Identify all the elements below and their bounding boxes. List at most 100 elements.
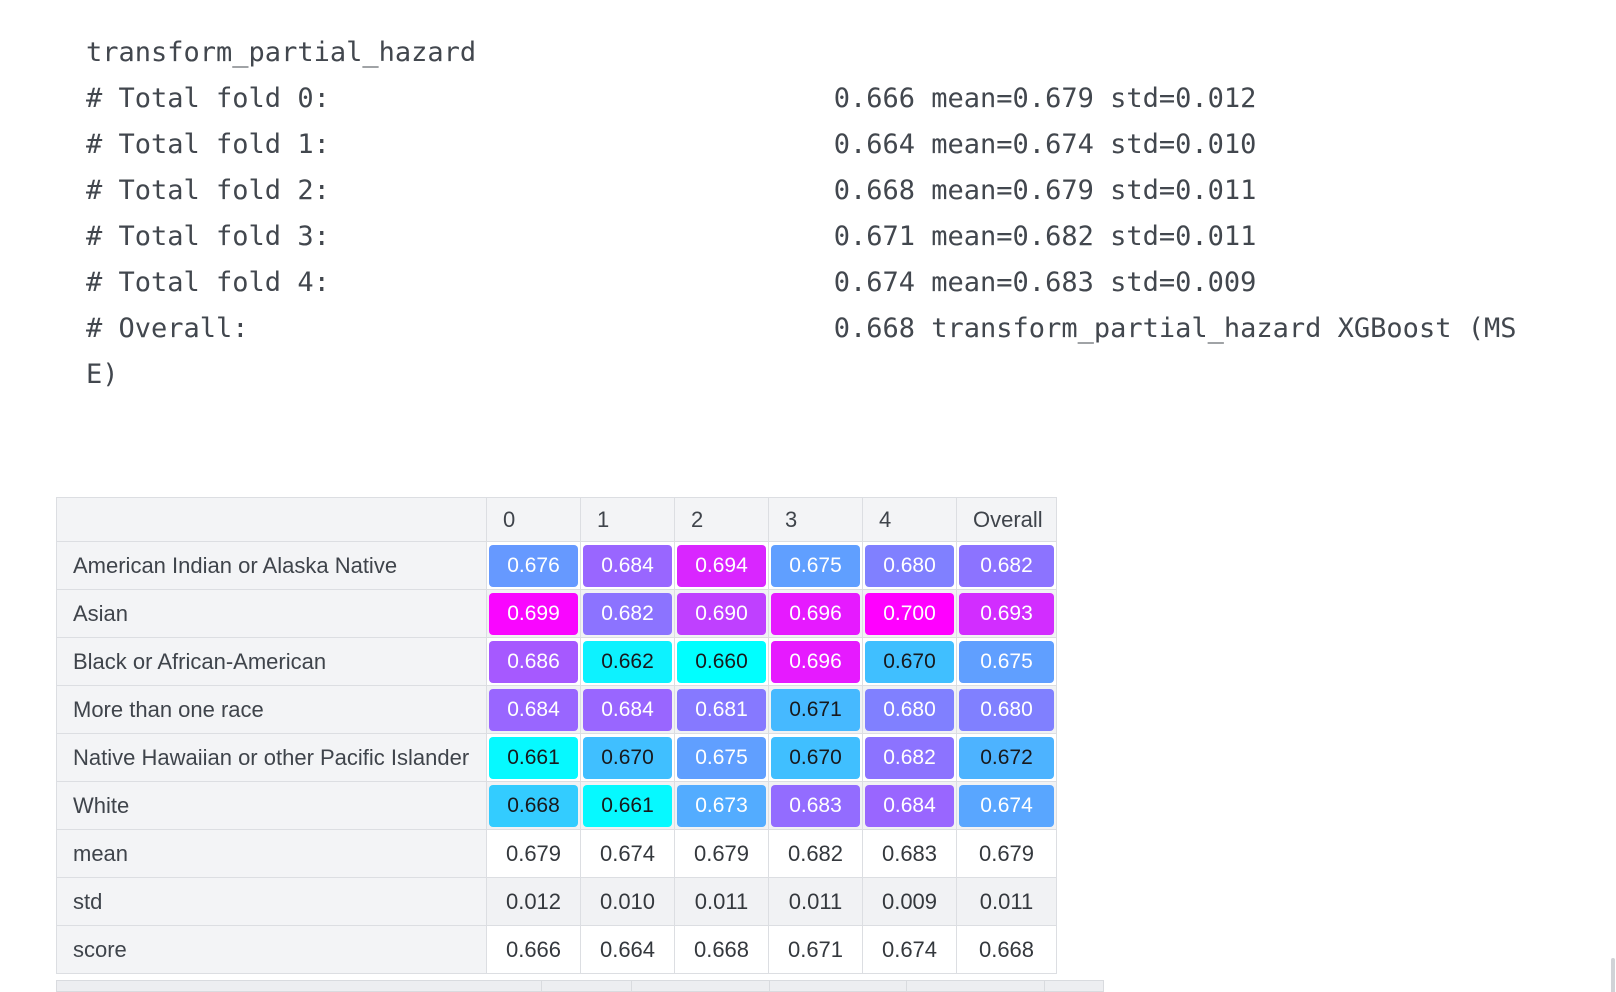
heatmap-cell-chip: 0.661: [583, 784, 672, 827]
heatmap-cell-chip: 0.683: [771, 784, 860, 827]
heatmap-cell-chip: 0.670: [865, 640, 954, 683]
stat-cell: 0.668: [956, 925, 1057, 974]
stat-cell: 0.011: [674, 877, 769, 926]
stat-cell: 0.010: [580, 877, 675, 926]
heatmap-cell-chip: 0.682: [959, 544, 1054, 587]
heatmap-cell-chip: 0.660: [677, 640, 766, 683]
heatmap-cell-chip: 0.684: [583, 544, 672, 587]
table-row: Native Hawaiian or other Pacific Islande…: [56, 733, 1057, 782]
stat-cell: 0.679: [674, 829, 769, 878]
heatmap-cell: 0.675: [956, 637, 1057, 686]
heatmap-cell-chip: 0.699: [489, 592, 578, 635]
stat-cell: 0.674: [862, 925, 957, 974]
row-label: American Indian or Alaska Native: [56, 541, 487, 590]
table-row: White 0.668 0.661 0.673 0.683 0.684 0.674: [56, 781, 1057, 830]
heatmap-cell: 0.693: [956, 589, 1057, 638]
heatmap-cell: 0.696: [768, 637, 863, 686]
column-header-overall: Overall: [956, 497, 1057, 542]
table-row: Black or African-American 0.686 0.662 0.660…: [56, 637, 1057, 686]
heatmap-cell-chip: 0.684: [583, 688, 672, 731]
row-label: mean: [56, 829, 487, 878]
heatmap-cell-chip: 0.700: [865, 592, 954, 635]
heatmap-cell-chip: 0.690: [677, 592, 766, 635]
heatmap-cell: 0.684: [580, 685, 675, 734]
heatmap-cell-chip: 0.676: [489, 544, 578, 587]
stat-cell: 0.011: [956, 877, 1057, 926]
heatmap-cell-chip: 0.693: [959, 592, 1054, 635]
heatmap-cell-chip: 0.673: [677, 784, 766, 827]
heatmap-cell: 0.660: [674, 637, 769, 686]
page-scrollbar-thumb[interactable]: [1611, 958, 1615, 992]
heatmap-cell: 0.682: [956, 541, 1057, 590]
column-header-1: 1: [580, 497, 675, 542]
heatmap-cell: 0.690: [674, 589, 769, 638]
heatmap-cell-chip: 0.675: [771, 544, 860, 587]
heatmap-cell: 0.662: [580, 637, 675, 686]
stat-cell: 0.679: [956, 829, 1057, 878]
table-row: std 0.012 0.010 0.011 0.011 0.009 0.011: [56, 877, 1057, 926]
column-header-2: 2: [674, 497, 769, 542]
stat-cell: 0.666: [486, 925, 581, 974]
heatmap-cell: 0.672: [956, 733, 1057, 782]
heatmap-cell-chip: 0.686: [489, 640, 578, 683]
heatmap-cell-chip: 0.662: [583, 640, 672, 683]
table-header: 0 1 2 3 4 Overall: [56, 497, 1057, 542]
row-label: White: [56, 781, 487, 830]
heatmap-cell-chip: 0.671: [771, 688, 860, 731]
next-table-column-divider: [1044, 981, 1045, 991]
next-table-column-divider: [541, 981, 542, 991]
stat-cell: 0.679: [486, 829, 581, 878]
stat-cell: 0.009: [862, 877, 957, 926]
heatmap-cell: 0.668: [486, 781, 581, 830]
corner-header-cell: [56, 497, 487, 542]
heatmap-cell: 0.670: [862, 637, 957, 686]
heatmap-cell-chip: 0.682: [865, 736, 954, 779]
heatmap-cell: 0.661: [486, 733, 581, 782]
heatmap-cell: 0.700: [862, 589, 957, 638]
heatmap-cell: 0.682: [862, 733, 957, 782]
table-row: mean 0.679 0.674 0.679 0.682 0.683 0.679: [56, 829, 1057, 878]
heatmap-cell: 0.675: [674, 733, 769, 782]
stat-cell: 0.011: [768, 877, 863, 926]
row-label: Black or African-American: [56, 637, 487, 686]
heatmap-cell: 0.671: [768, 685, 863, 734]
table-row: score 0.666 0.664 0.668 0.671 0.674 0.668: [56, 925, 1057, 974]
heatmap-cell: 0.696: [768, 589, 863, 638]
next-table-column-divider: [769, 981, 770, 991]
heatmap-cell: 0.684: [862, 781, 957, 830]
heatmap-cell-chip: 0.684: [865, 784, 954, 827]
heatmap-cell-chip: 0.682: [583, 592, 672, 635]
heatmap-cell: 0.699: [486, 589, 581, 638]
heatmap-cell: 0.686: [486, 637, 581, 686]
heatmap-cell: 0.694: [674, 541, 769, 590]
heatmap-cell-chip: 0.680: [959, 688, 1054, 731]
console-output-text: transform_partial_hazard # Total fold 0:…: [86, 37, 1517, 390]
heatmap-cell-chip: 0.680: [865, 544, 954, 587]
row-label: Asian: [56, 589, 487, 638]
stat-cell: 0.664: [580, 925, 675, 974]
heatmap-cell-chip: 0.696: [771, 640, 860, 683]
heatmap-cell-chip: 0.681: [677, 688, 766, 731]
table-row: More than one race 0.684 0.684 0.681 0.671 0.…: [56, 685, 1057, 734]
next-table-column-divider: [906, 981, 907, 991]
heatmap-cell-chip: 0.672: [959, 736, 1054, 779]
heatmap-cell: 0.684: [580, 541, 675, 590]
heatmap-cell: 0.684: [486, 685, 581, 734]
heatmap-cell-chip: 0.675: [677, 736, 766, 779]
table-body: American Indian or Alaska Native 0.676 0.6…: [56, 541, 1057, 974]
stat-cell: 0.683: [862, 829, 957, 878]
next-table-top-sliver: [56, 980, 1104, 992]
column-header-0: 0: [486, 497, 581, 542]
row-label: More than one race: [56, 685, 487, 734]
table-row: American Indian or Alaska Native 0.676 0.6…: [56, 541, 1057, 590]
column-header-4: 4: [862, 497, 957, 542]
heatmap-cell-chip: 0.670: [771, 736, 860, 779]
heatmap-cell-chip: 0.694: [677, 544, 766, 587]
stat-cell: 0.668: [674, 925, 769, 974]
heatmap-cell: 0.675: [768, 541, 863, 590]
header-row: 0 1 2 3 4 Overall: [56, 497, 1057, 542]
row-label: score: [56, 925, 487, 974]
heatmap-cell-chip: 0.675: [959, 640, 1054, 683]
heatmap-cell-chip: 0.670: [583, 736, 672, 779]
